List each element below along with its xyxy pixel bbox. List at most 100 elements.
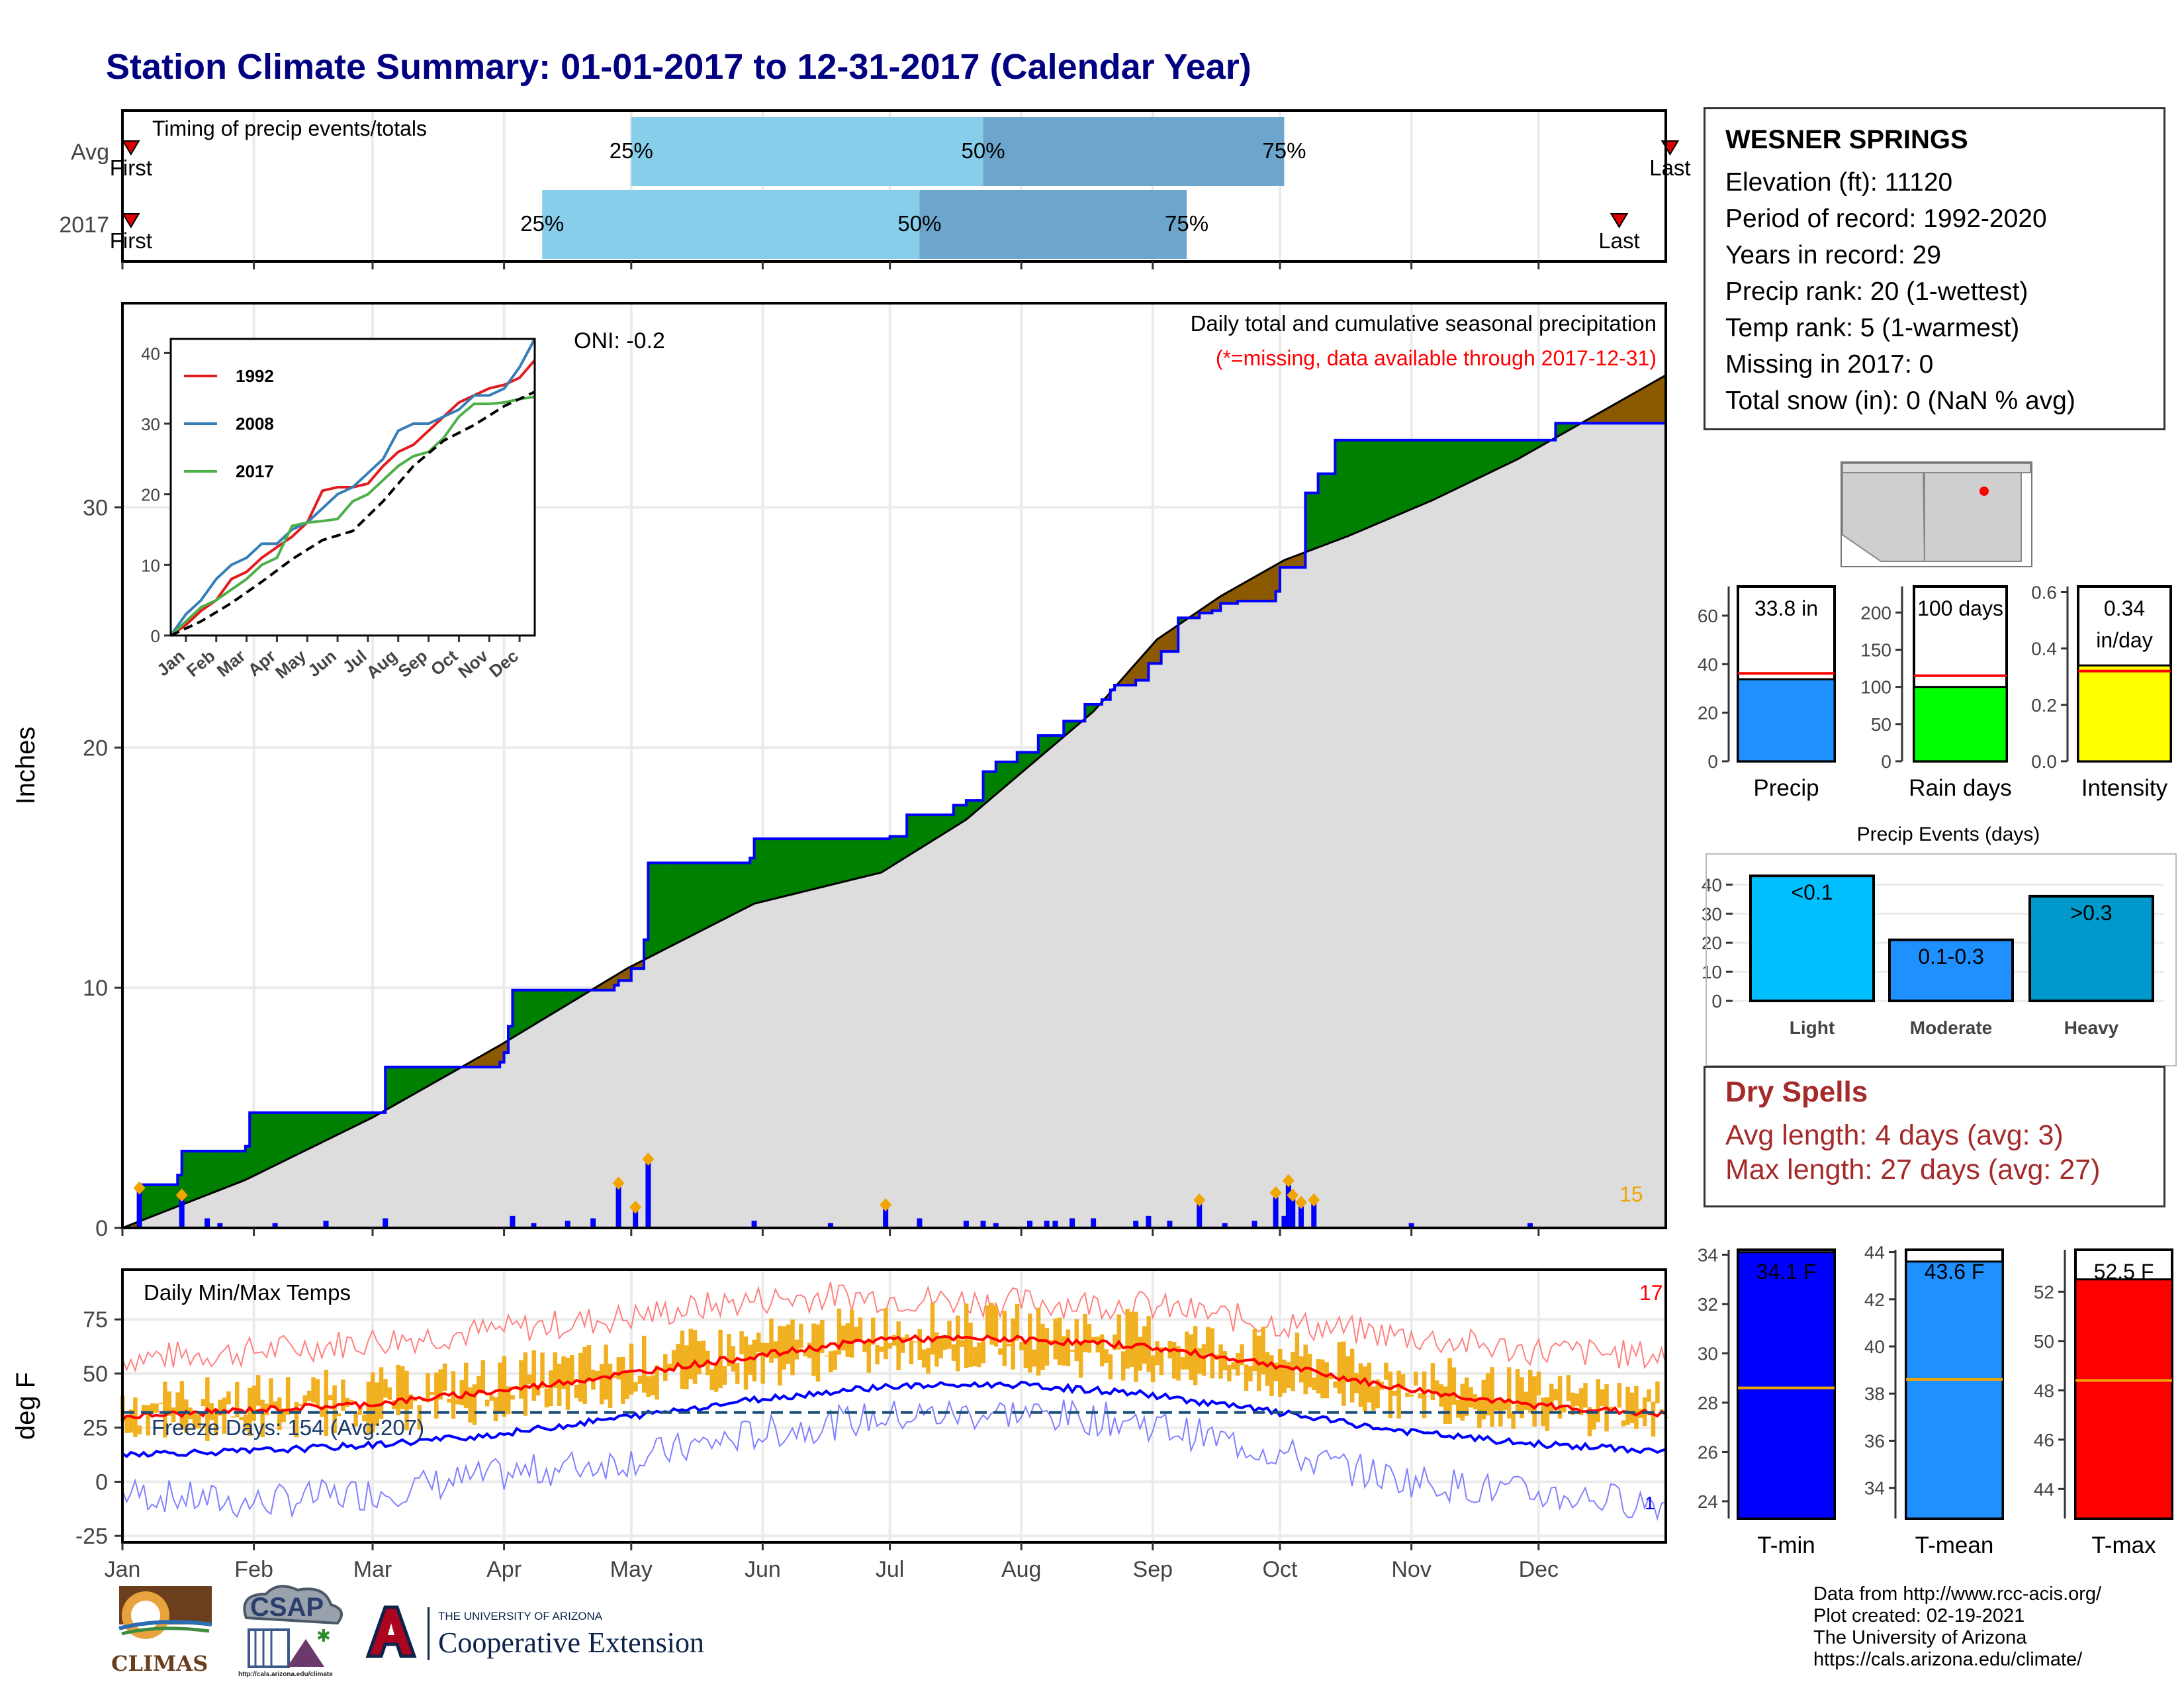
temp-ytick-label: 50 xyxy=(83,1362,108,1387)
precip-deficit-area xyxy=(1267,567,1272,602)
temp-daily-bar xyxy=(642,1335,647,1393)
temp-daily-bar xyxy=(370,1372,375,1432)
precip-surplus-area xyxy=(1457,440,1463,489)
bar-ytick-label: 20 xyxy=(1698,703,1718,724)
temp-daily-bar xyxy=(735,1363,740,1384)
temp-daily-bar xyxy=(324,1370,329,1436)
precip-surplus-area xyxy=(1428,440,1433,502)
precip-surplus-area xyxy=(1360,440,1365,532)
precip-surplus-area xyxy=(877,838,882,874)
temp-daily-bar xyxy=(1634,1385,1639,1429)
temp-daily-bar xyxy=(1570,1392,1575,1415)
temp-daily-bar xyxy=(1222,1351,1228,1371)
precip-subtitle: Daily total and cumulative seasonal prec… xyxy=(1191,311,1657,336)
precip-daily-bar xyxy=(1222,1223,1228,1228)
temp-daily-bar xyxy=(633,1382,638,1392)
temp-daily-bar xyxy=(498,1362,502,1414)
precip-ytick-label: 20 xyxy=(83,735,108,761)
precip-surplus-area xyxy=(1411,440,1416,510)
bar-category-label: T-min xyxy=(1757,1532,1815,1558)
temp-daily-bar xyxy=(1291,1352,1295,1391)
temp-daily-bar xyxy=(807,1342,812,1358)
bar-category-label: T-max xyxy=(2091,1532,2156,1558)
temp-panel-bg xyxy=(122,1270,1666,1542)
temp-daily-bar xyxy=(1134,1311,1138,1382)
temp-daily-bar xyxy=(1120,1351,1126,1381)
temp-daily-bar xyxy=(887,1343,893,1349)
precip-surplus-area xyxy=(715,863,721,923)
csap-logo: ✱ CSAP http://cals.arizona.edu/climate xyxy=(232,1581,351,1680)
precip-surplus-area xyxy=(525,990,530,1031)
bar-ytick-label: 0.2 xyxy=(2031,695,2057,716)
precip-surplus-area xyxy=(326,1112,331,1141)
precip-surplus-area xyxy=(317,1112,322,1145)
temp-daily-bar xyxy=(1511,1411,1516,1429)
temp-daily-bar xyxy=(692,1330,698,1384)
temp-daily-bar xyxy=(484,1399,490,1407)
precip-surplus-area xyxy=(220,1150,225,1190)
events-bar xyxy=(1749,874,1875,1003)
bar-ytick-label: 48 xyxy=(2034,1380,2054,1401)
temp-daily-bar xyxy=(930,1303,935,1355)
bar-ytick-label: 28 xyxy=(1698,1393,1718,1413)
precip-surplus-area xyxy=(885,838,890,870)
precip-surplus-area xyxy=(419,1066,424,1092)
inset-ytick-label: 20 xyxy=(141,485,160,505)
precip-daily-bar xyxy=(205,1218,210,1228)
precip-surplus-area xyxy=(817,838,823,888)
ua-small-text: THE UNIVERSITY OF ARIZONA xyxy=(438,1610,603,1622)
precip-daily-bar xyxy=(1251,1221,1257,1228)
precip-deficit-area xyxy=(1623,397,1628,424)
temp-daily-bar xyxy=(438,1369,443,1400)
precip-panel-border xyxy=(121,302,1667,1229)
temp-daily-bar xyxy=(1324,1362,1329,1399)
bar-ytick-label: 36 xyxy=(1864,1430,1885,1451)
precip-surplus-area xyxy=(292,1112,296,1158)
temp-daily-bar xyxy=(727,1334,731,1367)
events-ytick-label: 0 xyxy=(1711,991,1722,1011)
temp-daily-bar xyxy=(1227,1364,1232,1382)
precip-surplus-area xyxy=(1364,440,1369,530)
temp-daily-bar xyxy=(760,1342,765,1384)
credits: Data from http://www.rcc-acis.org/ Plot … xyxy=(1813,1583,2101,1671)
precip-surplus-area xyxy=(275,1112,280,1166)
bar-value xyxy=(1913,686,2008,763)
precip-surplus-area xyxy=(1445,440,1450,494)
temp-daily-bar xyxy=(553,1352,557,1388)
precip-event-marker xyxy=(629,1200,642,1214)
bar-ytick-label: 52 xyxy=(2034,1282,2054,1302)
station-period: Period of record: 1992-2020 xyxy=(1725,205,2047,233)
precip-surplus-area xyxy=(919,814,925,849)
bar-value-label: 100 days xyxy=(1917,596,2003,620)
temp-daily-bar xyxy=(1396,1370,1401,1419)
precip-daily-bar xyxy=(1167,1221,1173,1228)
precip-surplus-area xyxy=(720,863,725,921)
temp-ytick-label: 0 xyxy=(95,1470,108,1495)
precip-surplus-area xyxy=(1356,440,1361,533)
credit-line: Data from http://www.rcc-acis.org/ xyxy=(1813,1583,2102,1605)
temp-daily-bar xyxy=(794,1339,799,1360)
inset-series-line xyxy=(170,391,535,637)
temp-daily-bar xyxy=(1367,1362,1372,1403)
precip-deficit-area xyxy=(1653,379,1658,424)
precip-surplus-area xyxy=(868,838,874,876)
temp-daily-bar xyxy=(1430,1363,1435,1401)
precip-surplus-area xyxy=(686,863,691,939)
temp-daily-bar xyxy=(167,1391,171,1416)
events-bar-label: 0.1-0.3 xyxy=(1918,945,1984,968)
temp-daily-bar xyxy=(701,1340,706,1366)
bar-ytick-label: 24 xyxy=(1698,1491,1718,1512)
temp-daily-bar xyxy=(1363,1366,1367,1412)
precip-deficit-area xyxy=(1631,391,1637,424)
temp-daily-bar xyxy=(1201,1344,1206,1376)
temp-daily-bar xyxy=(1553,1388,1558,1401)
temp-daily-bar xyxy=(527,1374,532,1385)
precip-deficit-area xyxy=(1649,382,1654,424)
temp-daily-bar xyxy=(608,1364,613,1408)
temp-daily-bar xyxy=(688,1329,693,1380)
inset-legend-label: 2008 xyxy=(236,414,274,434)
bar-ytick-label: 44 xyxy=(1864,1243,1885,1263)
bar-ytick-label: 100 xyxy=(1860,677,1891,698)
precip-surplus-area xyxy=(1420,440,1425,506)
